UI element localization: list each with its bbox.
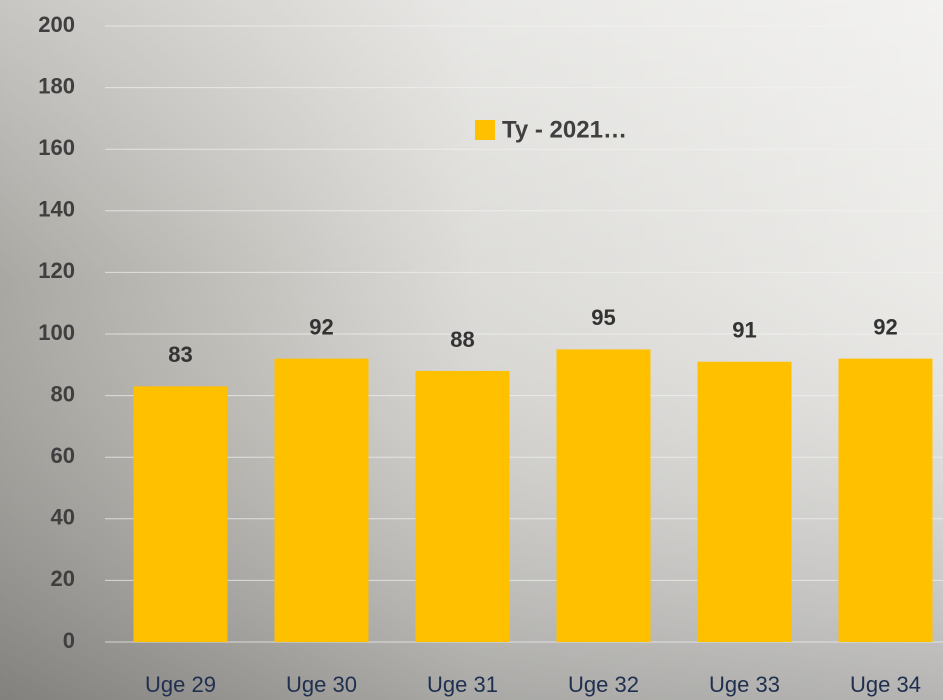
x-tick-label: Uge 29 bbox=[145, 672, 216, 697]
y-tick-label: 0 bbox=[63, 628, 75, 653]
x-tick-label: Uge 32 bbox=[568, 672, 639, 697]
x-tick-label: Uge 34 bbox=[850, 672, 921, 697]
x-tick-label: Uge 31 bbox=[427, 672, 498, 697]
data-label: 92 bbox=[873, 314, 897, 339]
data-label: 83 bbox=[168, 342, 192, 367]
y-tick-label: 200 bbox=[38, 12, 75, 37]
y-tick-label: 120 bbox=[38, 258, 75, 283]
y-tick-label: 100 bbox=[38, 320, 75, 345]
bar bbox=[838, 358, 933, 642]
data-label: 92 bbox=[309, 314, 333, 339]
y-tick-label: 160 bbox=[38, 135, 75, 160]
y-tick-label: 140 bbox=[38, 197, 75, 222]
bar bbox=[697, 361, 792, 642]
bar bbox=[556, 349, 651, 642]
bar bbox=[415, 370, 510, 642]
y-tick-label: 40 bbox=[51, 505, 75, 530]
data-label: 95 bbox=[591, 305, 615, 330]
legend-swatch bbox=[475, 120, 495, 140]
bar bbox=[133, 386, 228, 642]
y-tick-label: 180 bbox=[38, 73, 75, 98]
data-label: 88 bbox=[450, 327, 474, 352]
y-tick-label: 20 bbox=[51, 566, 75, 591]
x-tick-label: Uge 30 bbox=[286, 672, 357, 697]
bar bbox=[274, 358, 369, 642]
y-tick-label: 60 bbox=[51, 443, 75, 468]
legend-label: Ty - 2021… bbox=[502, 116, 627, 143]
data-label: 91 bbox=[732, 318, 756, 343]
x-tick-label: Uge 33 bbox=[709, 672, 780, 697]
y-tick-label: 80 bbox=[51, 381, 75, 406]
